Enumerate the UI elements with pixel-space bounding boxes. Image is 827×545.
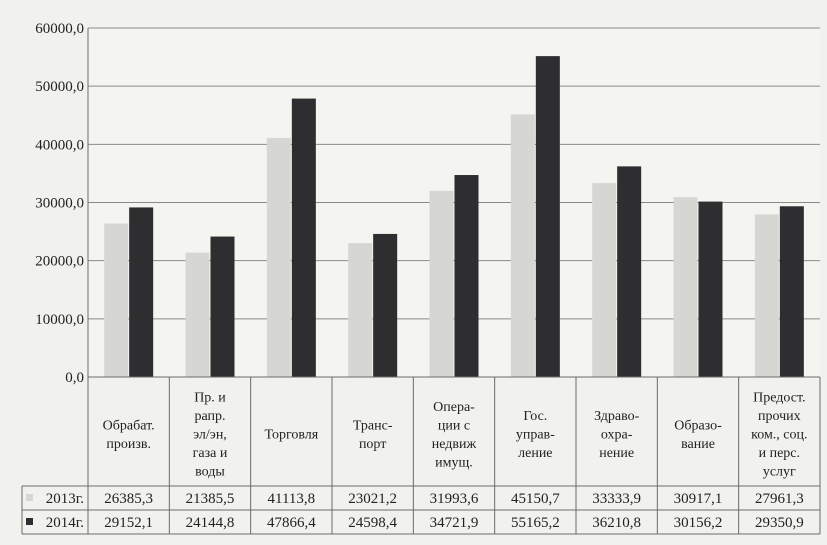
bar-2013 bbox=[429, 190, 454, 377]
legend-key-2014 bbox=[26, 518, 33, 525]
series-name: 2014г. bbox=[46, 515, 84, 531]
bar-2013 bbox=[348, 243, 373, 377]
bar-2014 bbox=[535, 56, 560, 377]
data-label: 34721,9 bbox=[430, 515, 479, 531]
bar-2014 bbox=[779, 206, 804, 377]
category-label: Опера-ции с недвиж имущ. bbox=[432, 400, 477, 471]
data-label: 23021,2 bbox=[348, 491, 397, 507]
bar-2013 bbox=[673, 197, 698, 377]
y-tick-label: 10000,0 bbox=[35, 312, 84, 328]
data-label: 24598,4 bbox=[348, 515, 397, 531]
data-label: 27961,3 bbox=[755, 491, 804, 507]
category-label: Гос. управ-ление bbox=[516, 409, 555, 461]
legend-key-2013 bbox=[26, 494, 33, 501]
data-label: 26385,3 bbox=[104, 491, 153, 507]
bar-2013 bbox=[510, 114, 535, 378]
bar-2013 bbox=[266, 137, 291, 377]
y-tick-label: 30000,0 bbox=[35, 196, 84, 212]
y-tick-label: 60000,0 bbox=[35, 21, 84, 37]
data-label: 36210,8 bbox=[592, 515, 641, 531]
data-label: 47866,4 bbox=[267, 515, 316, 531]
series-name: 2013г. bbox=[46, 491, 84, 507]
bar-2013 bbox=[185, 252, 210, 377]
bar-2014 bbox=[698, 201, 723, 377]
data-label: 30917,1 bbox=[674, 491, 723, 507]
data-label: 33333,9 bbox=[592, 491, 641, 507]
bar-2013 bbox=[104, 223, 129, 377]
category-label: Торговля bbox=[264, 428, 318, 443]
y-tick-label: 20000,0 bbox=[35, 254, 84, 270]
category-label: Пр. и рапр. эл/эн, газа и воды bbox=[193, 391, 228, 480]
data-label: 31993,6 bbox=[430, 491, 479, 507]
category-label: Обрабат. произв. bbox=[103, 418, 155, 452]
y-tick-label: 40000,0 bbox=[35, 137, 84, 153]
data-label: 29350,9 bbox=[755, 515, 804, 531]
bar-2013 bbox=[592, 183, 617, 377]
bar-2014 bbox=[454, 175, 479, 377]
bar-2014 bbox=[291, 98, 316, 377]
bar-2014 bbox=[373, 233, 398, 377]
category-label: Предост. прочих ком., соц. и перс. услуг bbox=[751, 391, 807, 480]
category-label: Здраво-охра-нение bbox=[594, 409, 640, 461]
data-label: 55165,2 bbox=[511, 515, 560, 531]
y-tick-label: 50000,0 bbox=[35, 79, 84, 95]
data-label: 29152,1 bbox=[104, 515, 153, 531]
data-label: 41113,8 bbox=[268, 491, 316, 507]
bar-2014 bbox=[129, 207, 154, 377]
category-label: Образо-вание bbox=[674, 418, 722, 452]
data-label: 21385,5 bbox=[186, 491, 235, 507]
data-label: 30156,2 bbox=[674, 515, 723, 531]
category-label: Транс-порт bbox=[353, 418, 393, 452]
data-label: 24144,8 bbox=[186, 515, 235, 531]
y-tick-label: 0,0 bbox=[65, 370, 84, 386]
bar-2014 bbox=[617, 166, 642, 377]
bar-2014 bbox=[210, 236, 235, 377]
data-label: 45150,7 bbox=[511, 491, 560, 507]
bar-2013 bbox=[754, 214, 779, 377]
